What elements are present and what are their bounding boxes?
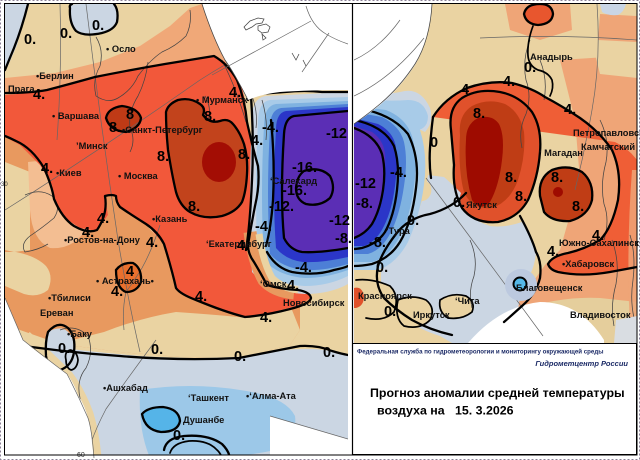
- svg-text:0.: 0.: [323, 345, 335, 361]
- svg-text:•Казань: •Казань: [152, 214, 188, 224]
- svg-text:•Хабаровск: •Хабаровск: [562, 259, 615, 269]
- svg-text:’Минск: ’Минск: [76, 141, 108, 151]
- svg-text:4.: 4.: [111, 284, 123, 300]
- svg-text:-4.: -4.: [255, 219, 272, 235]
- svg-text:• Осло: • Осло: [106, 44, 136, 54]
- svg-text:• Мурманск: • Мурманск: [196, 95, 248, 105]
- svg-text:-8.: -8.: [356, 196, 373, 212]
- svg-text:Гидрометцентр России: Гидрометцентр России: [535, 359, 628, 368]
- svg-text:-8.: -8.: [335, 231, 352, 247]
- svg-text:‘Омск: ‘Омск: [260, 279, 287, 289]
- svg-text:0.: 0.: [151, 342, 163, 358]
- svg-text:8.: 8.: [157, 149, 169, 165]
- svg-text:8.: 8.: [109, 120, 121, 136]
- svg-text:4.: 4.: [564, 102, 576, 118]
- svg-text:Красноярск: Красноярск: [358, 291, 412, 301]
- svg-text:Якутск: Якутск: [466, 200, 497, 210]
- svg-text:Новосибирск: Новосибирск: [283, 298, 345, 308]
- svg-text:•Берлин: •Берлин: [36, 71, 74, 81]
- svg-text:‘Чита: ‘Чита: [455, 296, 480, 306]
- svg-text:‘Салехард: ‘Салехард: [270, 176, 317, 186]
- svg-text:•Ростов-на-Дону: •Ростов-на-Дону: [64, 235, 141, 245]
- svg-text:4.: 4.: [146, 235, 158, 251]
- svg-text:‘Ташкент: ‘Ташкент: [188, 393, 229, 403]
- svg-text:Прага: Прага: [8, 84, 35, 94]
- svg-text:8.: 8.: [551, 170, 563, 186]
- svg-text:Анадырь: Анадырь: [530, 52, 573, 62]
- svg-text:8.: 8.: [505, 170, 517, 186]
- svg-text:4.: 4.: [82, 225, 94, 241]
- svg-text:• Москва: • Москва: [118, 171, 159, 181]
- svg-text:Иркутск: Иркутск: [413, 310, 450, 320]
- svg-text:0.: 0.: [60, 26, 72, 42]
- svg-text:8.: 8.: [473, 106, 485, 122]
- svg-text:4: 4: [461, 82, 469, 98]
- svg-text:Петропавловск: Петропавловск: [573, 128, 640, 138]
- svg-text:4.: 4.: [260, 310, 272, 326]
- svg-text:0.: 0.: [407, 213, 419, 229]
- svg-text:8.: 8.: [204, 109, 216, 125]
- svg-text:-4.: -4.: [295, 260, 312, 276]
- svg-text:• Астрахань•: • Астрахань•: [96, 276, 154, 286]
- svg-text:4: 4: [126, 264, 134, 280]
- svg-text:4.: 4.: [195, 289, 207, 305]
- svg-text:4.: 4.: [547, 244, 559, 260]
- svg-text:-8.: -8.: [369, 235, 386, 251]
- svg-text:4.: 4.: [237, 238, 249, 254]
- svg-text:Федеральная служба по гидромет: Федеральная служба по гидрометеорологии …: [357, 349, 603, 356]
- svg-text:0.: 0.: [384, 304, 396, 320]
- svg-text:-4.: -4.: [262, 120, 279, 136]
- svg-text:0.: 0.: [173, 428, 185, 444]
- svg-text:0.: 0.: [92, 18, 104, 34]
- svg-text:-12: -12: [329, 213, 350, 229]
- svg-text:4.: 4.: [592, 228, 604, 244]
- svg-text:0.: 0.: [58, 341, 70, 357]
- svg-text:4.: 4.: [229, 85, 241, 101]
- svg-text:Ереван: Ереван: [40, 308, 73, 318]
- svg-text:4.: 4.: [41, 161, 53, 177]
- svg-text:8.: 8.: [572, 199, 584, 215]
- svg-text:•‘Алма-Ата: •‘Алма-Ата: [246, 391, 297, 401]
- svg-text:8.: 8.: [238, 147, 250, 163]
- svg-text:-16.: -16.: [282, 183, 307, 199]
- svg-text:-12.: -12.: [269, 199, 294, 215]
- svg-text:Камчатский: Камчатский: [581, 142, 635, 152]
- svg-text:Благовещенск: Благовещенск: [516, 283, 583, 293]
- svg-text:Душанбе: Душанбе: [183, 415, 224, 425]
- svg-text:-4.: -4.: [390, 165, 407, 181]
- svg-text:-16.: -16.: [292, 160, 317, 176]
- svg-text:0.: 0.: [234, 349, 246, 365]
- svg-text:0.: 0.: [376, 260, 388, 276]
- svg-text:Прогноз аномалии средней темпе: Прогноз аномалии средней температуры: [370, 386, 625, 400]
- svg-text:Владивосток: Владивосток: [570, 310, 631, 320]
- svg-text:8.: 8.: [188, 199, 200, 215]
- svg-text:-12: -12: [326, 126, 347, 142]
- svg-text:• Варшава: • Варшава: [52, 111, 100, 121]
- svg-text:•Тбилиси: •Тбилиси: [48, 293, 91, 303]
- svg-text:4.: 4.: [33, 87, 45, 103]
- svg-text:•Киев: •Киев: [56, 168, 82, 178]
- svg-text:•Санкт-Петербург: •Санкт-Петербург: [122, 125, 203, 135]
- svg-text:‘Тура: ‘Тура: [386, 226, 411, 236]
- svg-text:‘Екатеринбург: ‘Екатеринбург: [206, 239, 272, 249]
- svg-text:4.: 4.: [287, 278, 299, 294]
- svg-text:4.: 4.: [97, 211, 109, 227]
- svg-text:0.: 0.: [453, 195, 465, 211]
- svg-text:8: 8: [126, 107, 134, 123]
- svg-text:воздуха на 15. 3.2026: воздуха на 15. 3.2026: [377, 404, 514, 418]
- svg-text:0.: 0.: [24, 32, 36, 48]
- svg-text:•Ашхабад: •Ашхабад: [103, 383, 148, 393]
- svg-text:0.: 0.: [524, 60, 536, 76]
- svg-text:4.: 4.: [503, 74, 515, 90]
- svg-text:Южно-Сахалинск: Южно-Сахалинск: [559, 238, 639, 248]
- svg-text:0: 0: [430, 135, 438, 151]
- svg-text:-12: -12: [355, 176, 376, 192]
- svg-text:‘ Магадан: ‘ Магадан: [539, 148, 583, 158]
- svg-text:4.: 4.: [251, 133, 263, 149]
- svg-text:•Баку: •Баку: [67, 329, 93, 339]
- svg-text:8.: 8.: [515, 189, 527, 205]
